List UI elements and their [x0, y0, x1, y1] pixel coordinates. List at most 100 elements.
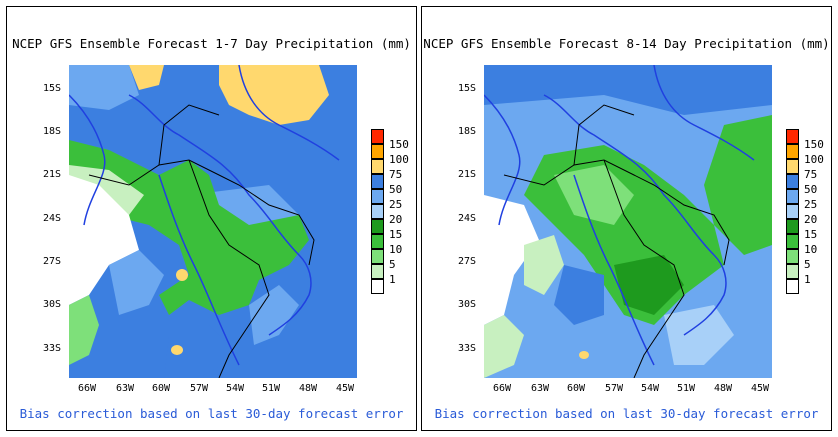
- heavy-precip-spot: [171, 345, 183, 355]
- heavy-precip-area: [219, 65, 329, 125]
- national-border: [188, 159, 270, 378]
- very-light-precip-area: [484, 315, 524, 378]
- legend-label: 15: [804, 228, 818, 241]
- legend-swatch: [786, 249, 799, 264]
- legend-swatch: [371, 249, 384, 264]
- title-line-1: NCEP GFS Ensemble Forecast 8-14 Day Prec…: [423, 36, 830, 51]
- legend-label: 5: [389, 258, 396, 271]
- lat-label: 18S: [458, 126, 477, 137]
- light-precip-area: [554, 165, 634, 225]
- legend-swatch: [371, 144, 384, 159]
- legend-swatch: [786, 129, 799, 144]
- lon-label: 66W: [77, 383, 97, 394]
- parana-river: [543, 94, 727, 336]
- lat-label: 21S: [458, 169, 477, 180]
- lat-label: 27S: [458, 256, 477, 267]
- lon-label: 48W: [713, 383, 733, 394]
- lon-label: 45W: [335, 383, 355, 394]
- legend-swatch: [786, 219, 799, 234]
- moderate-precip-area: [664, 305, 734, 365]
- lon-label: 60W: [151, 383, 171, 394]
- legend-label: 20: [804, 213, 818, 226]
- heavy-precip-spot: [579, 351, 589, 359]
- legend-swatch: [786, 174, 799, 189]
- lon-label: 54W: [640, 383, 660, 394]
- legend-label: 75: [389, 168, 403, 181]
- moderate-precip-area: [69, 65, 139, 110]
- lat-label: 33S: [458, 343, 477, 354]
- very-light-precip-area: [524, 235, 564, 295]
- legend-label: 5: [804, 258, 811, 271]
- light-precip-area: [614, 255, 684, 315]
- lon-label: 45W: [750, 383, 770, 394]
- moderate-precip-area: [164, 325, 239, 378]
- moderate-precip-area: [249, 285, 299, 345]
- lon-label: 66W: [492, 383, 512, 394]
- paraguay-river: [573, 174, 655, 366]
- legend-label: 100: [389, 153, 409, 166]
- river: [653, 65, 755, 161]
- national-border: [503, 159, 730, 266]
- legend-swatch: [371, 129, 384, 144]
- parana-river: [128, 94, 312, 336]
- legend-swatch: [786, 204, 799, 219]
- legend-swatch: [786, 144, 799, 159]
- lat-label: 24S: [458, 213, 477, 224]
- moderate-precip-area: [554, 265, 604, 325]
- bias-note: Bias correction based on last 30-day for…: [19, 406, 404, 421]
- lat-label: 15S: [458, 83, 477, 94]
- lon-label: 57W: [189, 383, 209, 394]
- lon-label: 57W: [604, 383, 624, 394]
- river: [238, 65, 340, 161]
- river: [484, 94, 521, 226]
- light-precip-area: [69, 140, 309, 315]
- title-line-1: NCEP GFS Ensemble Forecast 1-7 Day Preci…: [12, 36, 411, 51]
- lat-label: 30S: [43, 299, 62, 310]
- lon-label: 63W: [530, 383, 550, 394]
- legend-swatch: [371, 189, 384, 204]
- lon-label: 48W: [298, 383, 318, 394]
- bias-note: Bias correction based on last 30-day for…: [434, 406, 819, 421]
- lat-label: 27S: [43, 256, 62, 267]
- lat-label: 15S: [43, 83, 62, 94]
- legend-label: 50: [804, 183, 818, 196]
- legend-label: 75: [804, 168, 818, 181]
- legend-label: 1: [804, 273, 811, 286]
- legend-swatch: [371, 279, 384, 294]
- legend-label: 20: [389, 213, 403, 226]
- legend-swatch: [371, 204, 384, 219]
- legend-swatch: [371, 264, 384, 279]
- dry-area: [484, 195, 539, 325]
- legend-label: 25: [389, 198, 403, 211]
- legend-swatch: [786, 234, 799, 249]
- legend-label: 1: [389, 273, 396, 286]
- heavy-precip-spot: [176, 269, 188, 281]
- legend-swatch: [786, 264, 799, 279]
- river: [69, 94, 106, 226]
- lat-label: 30S: [458, 299, 477, 310]
- lat-label: 21S: [43, 169, 62, 180]
- lat-label: 33S: [43, 343, 62, 354]
- legend-label: 150: [804, 138, 824, 151]
- lon-label: 54W: [225, 383, 245, 394]
- national-border: [158, 104, 220, 166]
- legend-swatch: [371, 219, 384, 234]
- forecast-panel-week2: NCEP GFS Ensemble Forecast 8-14 Day Prec…: [421, 6, 832, 431]
- moderate-precip-area: [484, 65, 772, 115]
- legend-label: 15: [389, 228, 403, 241]
- lat-label: 18S: [43, 126, 62, 137]
- lon-label: 51W: [676, 383, 696, 394]
- legend-label: 10: [804, 243, 818, 256]
- national-border: [573, 104, 635, 166]
- light-precip-area: [704, 115, 772, 255]
- lon-label: 51W: [261, 383, 281, 394]
- precip-map: [484, 65, 772, 378]
- dry-area: [69, 175, 139, 305]
- light-precip-area: [69, 295, 99, 365]
- lat-label: 24S: [43, 213, 62, 224]
- forecast-panel-week1: NCEP GFS Ensemble Forecast 1-7 Day Preci…: [6, 6, 417, 431]
- legend-swatch: [786, 279, 799, 294]
- legend-swatch: [371, 174, 384, 189]
- precip-map-svg: [484, 65, 772, 378]
- national-border: [603, 159, 685, 378]
